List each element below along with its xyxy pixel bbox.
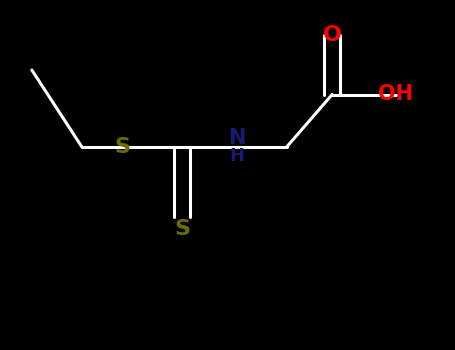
Text: S: S [115,137,131,157]
Text: O: O [323,25,342,45]
Text: S: S [174,219,190,239]
Text: OH: OH [379,84,413,105]
Text: N: N [228,128,245,148]
Text: H: H [229,147,244,165]
